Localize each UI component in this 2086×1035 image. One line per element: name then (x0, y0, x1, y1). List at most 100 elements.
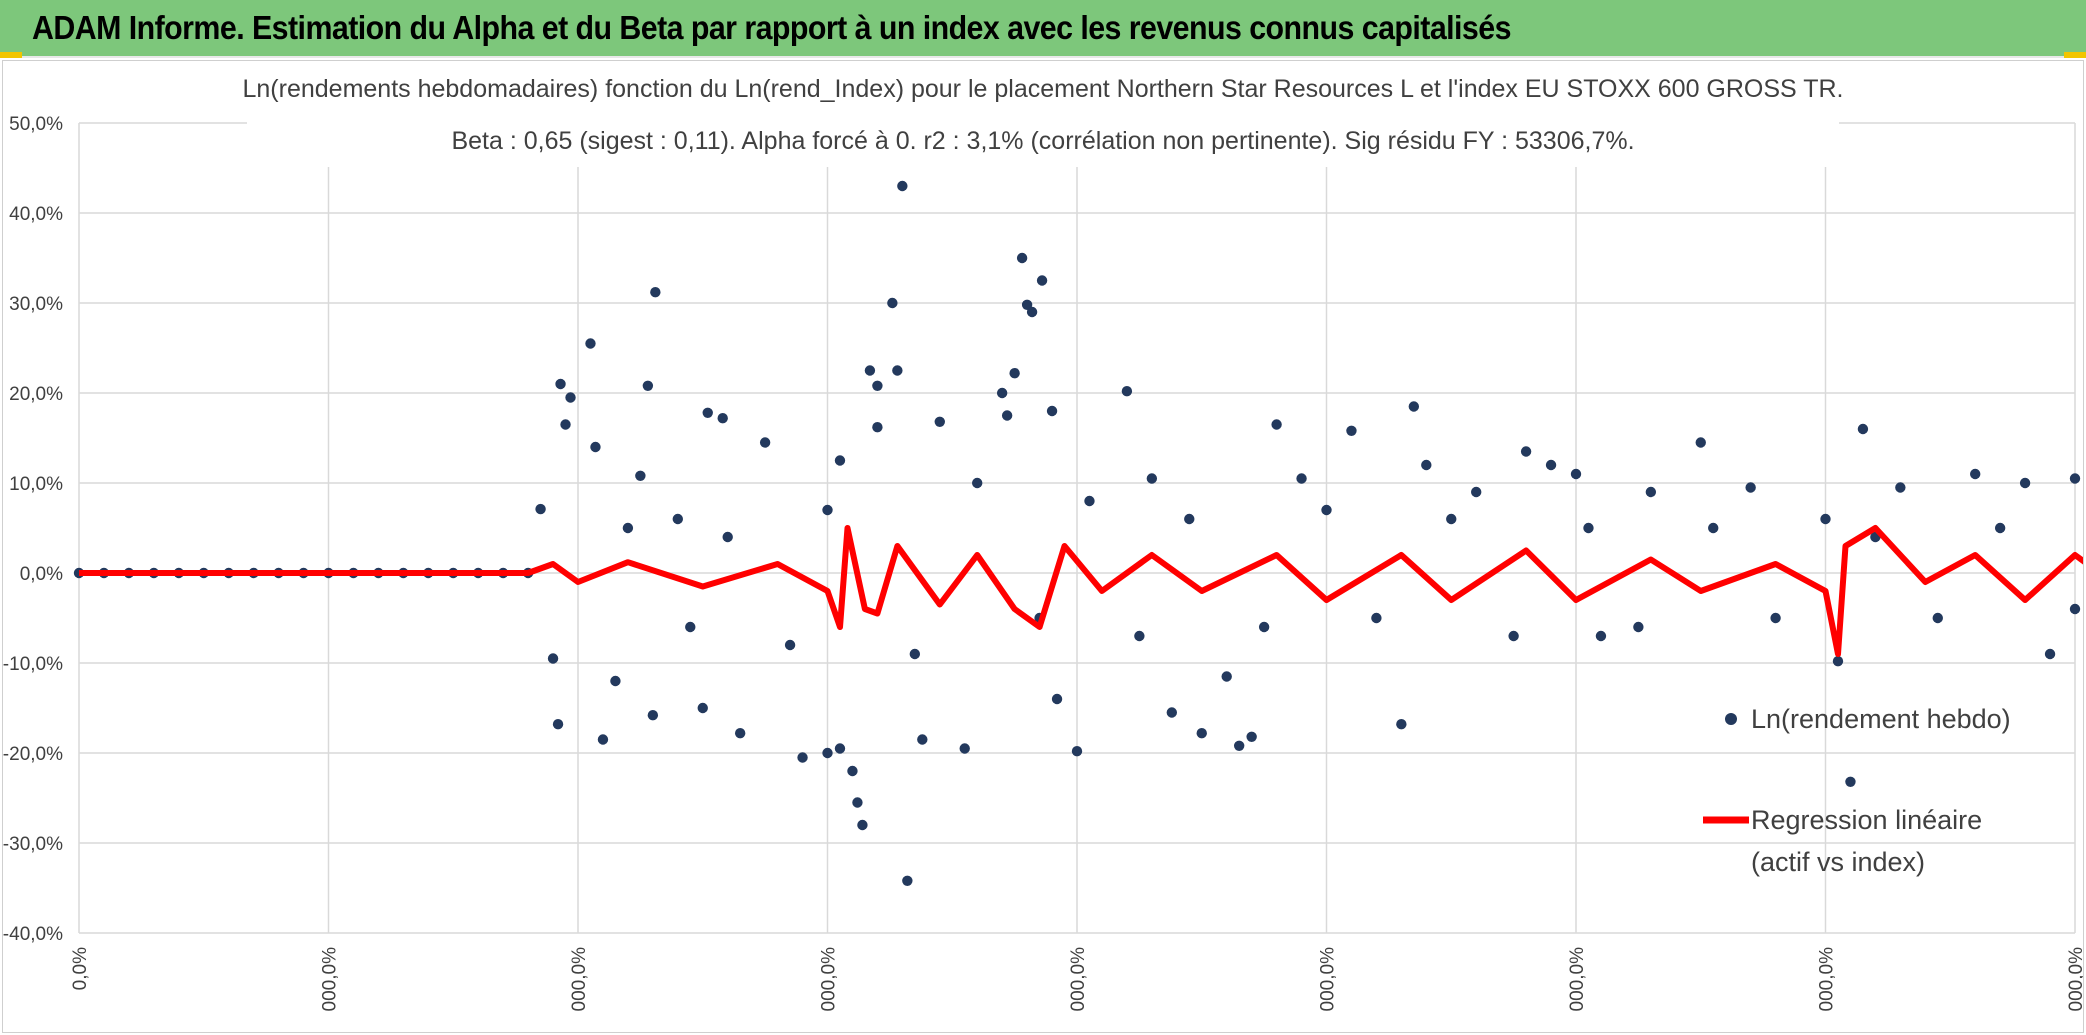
scatter-point (547, 653, 559, 664)
scatter-point (834, 743, 846, 754)
scatter-point (864, 365, 876, 376)
scatter-point (917, 734, 928, 745)
scatter-point (1994, 522, 2006, 534)
scatter-point (852, 797, 863, 808)
scatter-point (672, 513, 683, 525)
scatter-point (959, 743, 970, 754)
scatter-point (897, 180, 908, 192)
scatter-point (1832, 656, 1844, 667)
scatter-point (650, 287, 661, 298)
scatter-point (1645, 486, 1657, 498)
scatter-point (2069, 603, 2081, 615)
scatter-point (857, 819, 868, 831)
scatter-point (1520, 446, 1532, 457)
scatter-point (1346, 425, 1357, 436)
scatter-point (1970, 468, 1981, 480)
legend-label-scatter: Ln(rendement hebdo) (1751, 704, 2011, 734)
scatter-point (1196, 728, 1207, 739)
legend-label-regression-2: (actif vs index) (1751, 847, 1925, 877)
scatter-point (1857, 423, 1869, 435)
x-tick-label: 000,0% (1567, 947, 1588, 1012)
scatter-point (1583, 522, 1594, 534)
scatter-point (892, 365, 903, 376)
scatter-point (1895, 482, 1906, 493)
scatter-point (1009, 368, 1020, 379)
x-tick-label: 000,0% (320, 947, 341, 1012)
chart-title: Ln(rendements hebdomadaires) fonction du… (243, 75, 1844, 103)
x-tick-label: 000,0% (1817, 947, 1838, 1012)
scatter-point (697, 702, 708, 714)
corner-marker-left (0, 52, 22, 58)
scatter-point (872, 380, 883, 391)
scatter-point (759, 437, 771, 448)
x-tick-label: 000,0% (1068, 947, 1089, 1012)
x-tick-label: 0,0% (70, 947, 91, 990)
scatter-point (590, 441, 601, 453)
scatter-point (934, 416, 945, 427)
y-tick-label: 20,0% (9, 384, 63, 405)
y-tick-label: 30,0% (9, 294, 63, 315)
scatter-point (552, 719, 564, 730)
scatter-point (822, 504, 833, 516)
scatter-point (1446, 513, 1457, 525)
scatter-point (1001, 410, 1013, 421)
scatter-point (996, 387, 1008, 399)
legend-scatter-marker (1725, 713, 1737, 725)
y-tick-label: 10,0% (9, 474, 63, 495)
scatter-point (597, 734, 609, 745)
scatter-point (1508, 630, 1519, 642)
scatter-point (1695, 437, 1706, 448)
x-tick-label: 000,0% (569, 947, 590, 1012)
scatter-point (685, 621, 696, 633)
scatter-point (585, 338, 596, 349)
scatter-point (722, 531, 733, 543)
scatter-point (1271, 419, 1282, 430)
scatter-point (2044, 648, 2056, 660)
scatter-point (1166, 707, 1178, 718)
scatter-point (635, 470, 646, 481)
x-tick-label: 000,0% (819, 947, 840, 1012)
title-background (247, 63, 1839, 167)
scatter-point (1595, 630, 1607, 642)
report-header: ADAM Informe. Estimation du Alpha et du … (0, 0, 2086, 58)
scatter-point (717, 413, 728, 424)
scatter-point (1221, 671, 1232, 682)
scatter-point (1570, 468, 1582, 480)
scatter-point (1184, 513, 1195, 525)
scatter-point (2019, 477, 2031, 489)
scatter-point (1016, 252, 1028, 264)
scatter-point (1396, 719, 1407, 730)
regression-line (79, 525, 2083, 657)
y-tick-label: -20,0% (3, 744, 63, 765)
report-title: ADAM Informe. Estimation du Alpha et du … (32, 9, 1511, 46)
scatter-point (1421, 459, 1432, 471)
y-tick-label: -40,0% (3, 924, 63, 945)
legend-label-regression-1: Regression linéaire (1751, 805, 1982, 835)
scatter-point (1708, 522, 1719, 534)
scatter-point (1051, 693, 1063, 705)
scatter-point (887, 297, 898, 309)
y-tick-label: 40,0% (9, 204, 63, 225)
scatter-point (1770, 612, 1781, 624)
scatter-point (1371, 612, 1382, 624)
scatter-point (560, 419, 571, 430)
scatter-point (909, 648, 921, 660)
scatter-point (622, 522, 634, 534)
scatter-point (2069, 473, 2081, 484)
chart-frame: 50,0% 40,0% 30,0% 20,0% 10,0% 0,0% -10,0% -20,0… (2, 60, 2084, 1033)
y-tick-label: 50,0% (9, 114, 63, 135)
scatter-point (1321, 504, 1332, 516)
x-tick-label: 000,0% (2066, 947, 2083, 1012)
scatter-point (647, 710, 659, 721)
scatter-point (822, 747, 833, 759)
scatter-point (1545, 459, 1557, 471)
scatter-point (1408, 401, 1420, 412)
scatter-point (535, 503, 546, 515)
scatter-point (734, 728, 746, 739)
scatter-point (1258, 621, 1270, 633)
scatter-point (1084, 495, 1095, 507)
scatter-point (847, 765, 858, 777)
scatter-point (1046, 405, 1058, 417)
scatter-point (1036, 275, 1048, 286)
scatter-point (610, 675, 621, 687)
